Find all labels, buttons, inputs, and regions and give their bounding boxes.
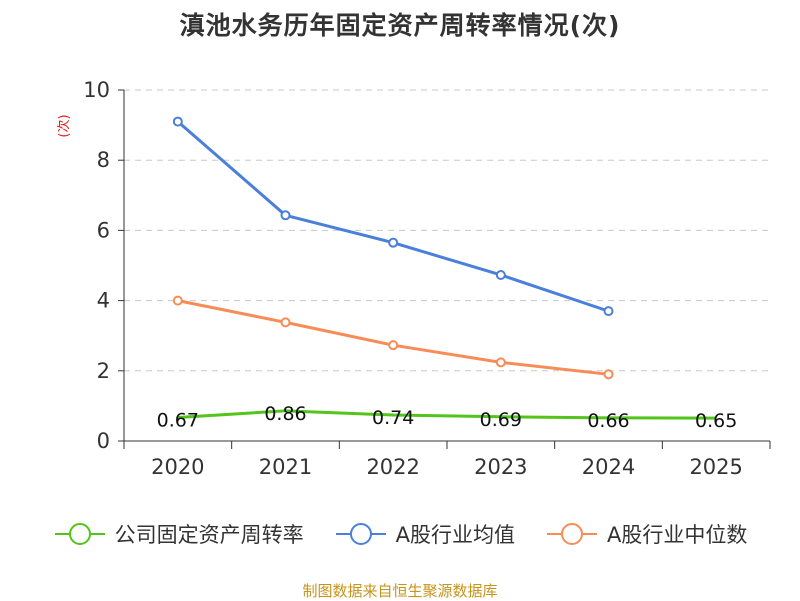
series-line-0 (177, 409, 717, 420)
y-tick-label: 6 (97, 218, 110, 242)
data-point (603, 369, 614, 380)
data-label: 0.65 (695, 410, 737, 432)
data-label: 0.67 (157, 409, 199, 431)
legend-swatch-icon (335, 523, 386, 545)
data-point (495, 269, 506, 280)
y-tick-label: 0 (97, 429, 110, 453)
data-point (280, 210, 291, 221)
data-label: 0.74 (372, 407, 414, 429)
data-labels: 0.67 0.86 0.74 0.69 0.66 0.65 (157, 403, 738, 432)
data-point (603, 306, 614, 317)
legend-label: A股行业均值 (395, 523, 515, 547)
data-point (172, 116, 183, 127)
x-tick-label: 2023 (474, 455, 527, 479)
y-tick-label: 10 (83, 78, 110, 102)
legend-swatch-icon (547, 523, 597, 545)
legend-item[interactable]: 公司固定资产周转率 (53, 519, 304, 549)
legend-swatch-circle (349, 523, 372, 545)
data-label: 0.66 (587, 410, 629, 432)
data-point (495, 357, 506, 368)
legend-label: A股行业中位数 (607, 523, 748, 547)
y-tick-label: 8 (97, 148, 110, 172)
x-tick-label: 2021 (259, 455, 312, 479)
axes: 0 2 4 6 8 10 2020 2021 2022 2023 2024 2025 (83, 78, 771, 479)
data-label: 0.69 (480, 409, 522, 431)
series-layer (172, 116, 717, 420)
data-point (388, 237, 399, 248)
data-point (172, 295, 183, 306)
legend-item[interactable]: A股行业均值 (334, 519, 515, 549)
x-tick-label: 2022 (366, 455, 419, 479)
x-tick-label: 2020 (151, 455, 204, 479)
chart-title: 滇池水务历年固定资产周转率情况(次) (179, 11, 621, 40)
legend-swatch-circle (561, 523, 583, 545)
data-point (388, 340, 399, 351)
legend-swatch-circle (68, 523, 91, 545)
series-line-2 (177, 299, 609, 376)
source-note: 制图数据来自恒生聚源数据库 (302, 582, 498, 600)
data-label: 0.86 (264, 403, 306, 425)
x-tick-label: 2025 (689, 455, 742, 479)
y-axis-label: (次) (56, 114, 72, 137)
legend-label: 公司固定资产周转率 (114, 523, 304, 547)
legend-swatch-icon (54, 523, 105, 545)
series-line-1 (176, 120, 609, 313)
y-tick-label: 4 (97, 289, 110, 313)
grid-lines (124, 89, 770, 372)
x-tick-label: 2024 (582, 455, 635, 479)
data-point (280, 317, 291, 328)
y-tick-label: 2 (97, 359, 110, 383)
legend: 公司固定资产周转率 A股行业均值 A股行业中位数 (0, 519, 800, 549)
legend-item[interactable]: A股行业中位数 (545, 519, 747, 549)
